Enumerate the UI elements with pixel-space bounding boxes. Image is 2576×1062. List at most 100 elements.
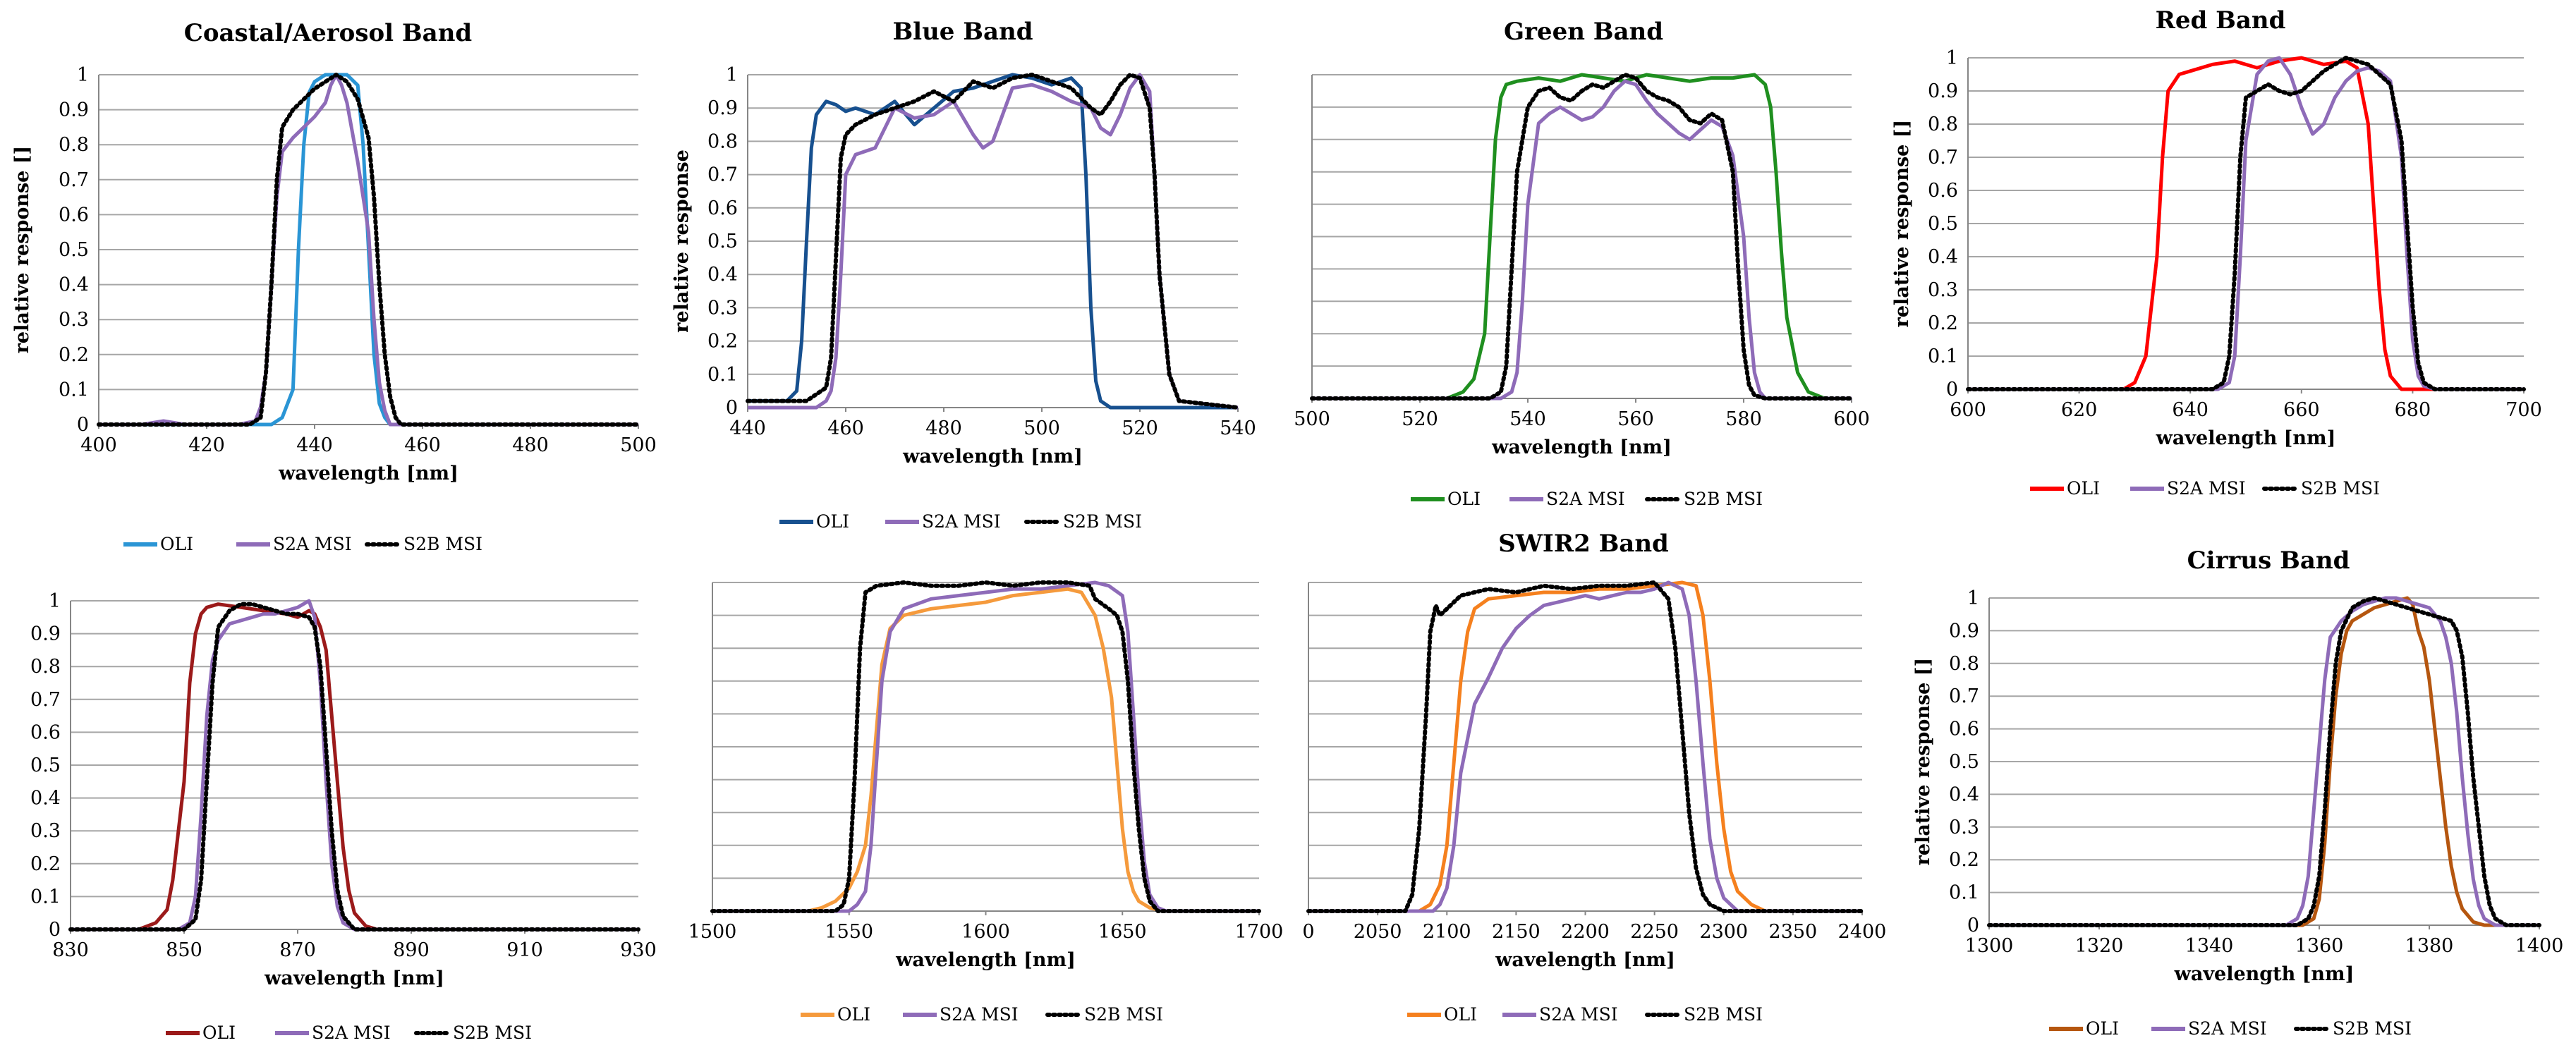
blue-y-tick-label: 0.3 (707, 297, 738, 319)
blue-y-tick-label: 0.9 (707, 97, 738, 119)
coastal-chart: 0 0.1 0.2 0.3 0.4 0.5 0.6 0.7 0.8 0.9 1 400 420 440 46… (11, 19, 657, 554)
coastal-chart-title: Coastal/Aerosol Band (184, 19, 472, 47)
red-x-tick-label: 640 (2172, 399, 2209, 421)
swir2-x-tick-label: 2350 (1769, 921, 1818, 943)
blue-chart-title: Blue Band (892, 18, 1033, 46)
cirrus-x-tick-label: 1400 (2515, 935, 2564, 957)
blue-y-tick-label: 0.8 (707, 130, 738, 152)
nir-series-oli (71, 602, 638, 932)
cirrus-x-tick-label: 1300 (1965, 935, 2014, 957)
blue-legend: OLI S2A MSI S2B MSI (779, 511, 1142, 532)
swir2-chart: 0 2050 2100 2150 2200 2250 2300 2350 2400 SWIR2 B… (1302, 530, 1886, 1025)
cirrus-chart-title: Cirrus Band (2187, 547, 2350, 575)
red-y-tick-label: 0.4 (1928, 246, 1958, 268)
blue-series-oli (748, 73, 1238, 410)
green-chart: 500 520 540 560 580 600 Green Band wavelength [… (1294, 18, 1870, 509)
coastal-y-tick-label: 0.2 (59, 344, 89, 366)
cirrus-y-tick-label: 0.5 (1949, 751, 1979, 773)
red-x-tick-label: 620 (2061, 399, 2098, 421)
red-y-tick-label: 1 (1946, 47, 1958, 69)
blue-x-tick-label: 460 (827, 417, 864, 439)
swir1-chart: 1500 1550 1600 1650 1700 wavelength [nm] OLI S2… (688, 580, 1284, 1025)
red-x-tick-label: 700 (2505, 399, 2542, 421)
coastal-x-tick-label: 460 (404, 434, 441, 456)
swir1-legend-label: S2B MSI (1084, 1004, 1163, 1025)
red-y-tick-label: 0.1 (1928, 346, 1958, 367)
swir2-x-tick-label: 2200 (1561, 921, 1610, 943)
swir1-legend-label: S2A MSI (940, 1004, 1019, 1025)
swir2-x-tick-label: 2150 (1492, 921, 1541, 943)
red-legend: OLI S2A MSI S2B MSI (2030, 478, 2380, 499)
red-y-tick-label: 0.6 (1928, 180, 1958, 202)
cirrus-legend-label: OLI (2086, 1018, 2119, 1039)
green-legend-label: OLI (1447, 489, 1481, 509)
cirrus-x-tick-label: 1340 (2185, 935, 2234, 957)
coastal-legend-label: S2A MSI (273, 534, 352, 554)
blue-y-tick-label: 0 (726, 397, 738, 419)
swir1-x-tick-label: 1500 (688, 921, 737, 943)
green-chart-title: Green Band (1504, 18, 1663, 46)
red-y-tick-label: 0.2 (1928, 312, 1958, 334)
blue-x-tick-label: 520 (1122, 417, 1158, 439)
cirrus-x-tick-label: 1380 (2405, 935, 2454, 957)
red-y-axis-label: relative response [] (1891, 120, 1913, 328)
red-x-axis-label: wavelength [nm] (2156, 427, 2336, 449)
blue-y-tick-label: 1 (726, 64, 738, 86)
red-x-tick-label: 660 (2283, 399, 2320, 421)
cirrus-y-tick-label: 0.9 (1949, 620, 1979, 642)
swir2-legend-label: OLI (1444, 1004, 1477, 1025)
coastal-y-tick-label: 0.6 (59, 204, 89, 226)
swir2-x-axis-label: wavelength [nm] (1495, 949, 1675, 971)
cirrus-y-tick-label: 0.1 (1949, 882, 1979, 904)
red-series-s2b-msi (1966, 56, 2526, 391)
swir1-series-s2a-msi (712, 580, 1259, 913)
red-y-tick-label: 0.8 (1928, 114, 1958, 135)
blue-x-tick-label: 540 (1220, 417, 1256, 439)
red-legend-label: S2B MSI (2301, 478, 2380, 499)
coastal-legend: OLI S2A MSI S2B MSI (123, 534, 482, 554)
nir-y-tick-label: 0.3 (30, 820, 61, 842)
green-legend-label: S2B MSI (1684, 489, 1763, 509)
coastal-y-tick-label: 0.8 (59, 134, 89, 156)
cirrus-y-tick-label: 0.8 (1949, 653, 1979, 675)
cirrus-series-s2b-msi (1987, 596, 2541, 927)
cirrus-y-tick-label: 0.2 (1949, 849, 1979, 871)
coastal-series-s2b-msi (97, 73, 640, 427)
nir-legend-label: S2B MSI (453, 1023, 532, 1043)
green-x-tick-label: 580 (1725, 408, 1762, 430)
nir-x-axis-label: wavelength [nm] (264, 968, 444, 989)
blue-legend-label: S2A MSI (922, 511, 1001, 532)
coastal-y-tick-label: 1 (77, 64, 89, 86)
blue-y-tick-label: 0.7 (707, 164, 738, 186)
blue-y-tick-label: 0.6 (707, 197, 738, 219)
green-legend-label: S2A MSI (1546, 489, 1625, 509)
nir-y-tick-label: 0.9 (30, 623, 61, 645)
red-y-tick-label: 0 (1946, 379, 1958, 401)
nir-y-tick-label: 0.1 (30, 886, 61, 908)
cirrus-y-tick-label: 1 (1967, 587, 1979, 609)
nir-y-tick-label: 0.6 (30, 721, 61, 743)
blue-y-tick-label: 0.5 (707, 231, 738, 252)
red-legend-label: S2A MSI (2167, 478, 2246, 499)
swir1-x-tick-label: 1700 (1235, 921, 1284, 943)
cirrus-series-s2a-msi (1989, 596, 2539, 927)
nir-y-tick-label: 0.8 (30, 656, 61, 678)
nir-x-tick-label: 830 (52, 939, 89, 961)
red-y-tick-label: 0.7 (1928, 147, 1958, 169)
green-series-s2b-msi (1310, 73, 1854, 401)
red-chart: 0 0.1 0.2 0.3 0.4 0.5 0.6 0.7 0.8 0.9 1 600 620 640 66… (1891, 6, 2542, 499)
cirrus-x-axis-label: wavelength [nm] (2174, 963, 2355, 985)
nir-legend-label: OLI (202, 1023, 236, 1043)
swir1-series-s2b-msi (710, 580, 1261, 913)
coastal-x-tick-label: 400 (80, 434, 117, 456)
blue-y-tick-label: 0.1 (707, 364, 738, 386)
red-y-tick-label: 0.5 (1928, 213, 1958, 235)
blue-y-axis-label: relative response (671, 149, 693, 333)
swir2-x-tick-label: 2400 (1838, 921, 1887, 943)
cirrus-legend: OLI S2A MSI S2B MSI (2049, 1018, 2412, 1039)
swir2-series-s2b-msi (1306, 580, 1864, 913)
red-y-tick-label: 0.3 (1928, 279, 1958, 301)
cirrus-chart: 0 0.1 0.2 0.3 0.4 0.5 0.6 0.7 0.8 0.9 1 1300 1320 134… (1912, 547, 2563, 1039)
red-x-tick-label: 600 (1950, 399, 1986, 421)
nir-x-tick-label: 910 (506, 939, 543, 961)
